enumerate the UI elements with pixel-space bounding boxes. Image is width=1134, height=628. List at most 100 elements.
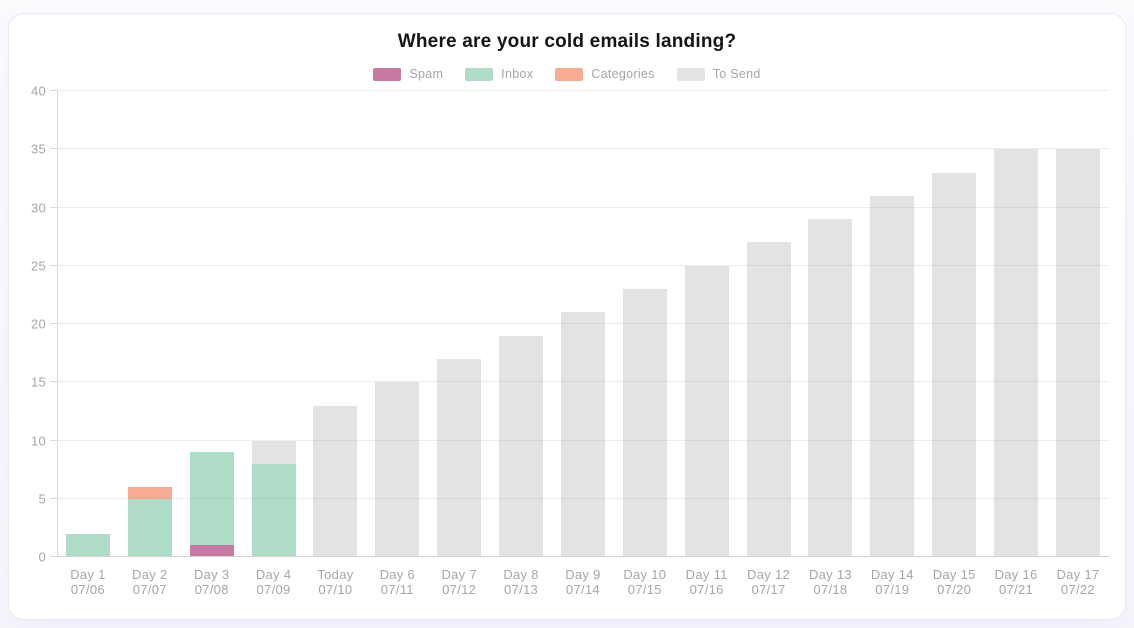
x-label-date: 07/13 xyxy=(504,582,539,597)
y-axis-tick xyxy=(50,206,57,208)
y-axis-tick xyxy=(50,497,57,499)
bar-column-day-3 xyxy=(181,91,243,557)
bar-segment-spam[interactable] xyxy=(189,545,234,557)
legend-label: Spam xyxy=(409,67,444,81)
bar-segment-to-send[interactable] xyxy=(499,335,544,557)
chart-card: Where are your cold emails landing? Spam… xyxy=(8,13,1126,620)
x-axis-label-day-8: Day 8 07/13 xyxy=(490,565,552,611)
bar-column-day-17 xyxy=(1047,91,1109,557)
x-label-date: 07/22 xyxy=(1060,582,1095,597)
bar-segment-to-send[interactable] xyxy=(746,242,791,557)
bar-column-day-14 xyxy=(861,91,923,557)
x-label-day: Day 10 xyxy=(623,567,667,582)
x-label-day: Day 14 xyxy=(870,567,914,582)
legend-item-categories[interactable]: Categories xyxy=(555,67,654,81)
legend-label: To Send xyxy=(712,67,761,81)
bar-segment-to-send[interactable] xyxy=(375,382,420,557)
y-axis-tick xyxy=(50,264,57,266)
x-axis-label-day-16: Day 16 07/21 xyxy=(985,565,1047,611)
x-axis-label-day-10: Day 10 07/15 xyxy=(614,565,676,611)
bar-segment-to-send[interactable] xyxy=(1055,149,1100,557)
x-label-date: 07/14 xyxy=(565,582,600,597)
bar-segment-categories[interactable] xyxy=(127,487,172,499)
legend-item-inbox[interactable]: Inbox xyxy=(465,67,533,81)
x-label-date: 07/08 xyxy=(194,582,229,597)
x-label-day: Day 15 xyxy=(932,567,976,582)
bar-segment-to-send[interactable] xyxy=(313,405,358,557)
y-axis-tick xyxy=(50,148,57,150)
bar-segment-to-send[interactable] xyxy=(437,358,482,557)
legend-label: Inbox xyxy=(501,67,534,81)
bar-segment-to-send[interactable] xyxy=(560,312,605,557)
bar-column-day-16 xyxy=(985,91,1047,557)
y-axis-tick xyxy=(50,381,57,383)
x-label-date: 07/16 xyxy=(689,582,724,597)
bar-column-day-6 xyxy=(366,91,428,557)
x-axis-labels: Day 1 07/06 Day 2 07/07 Day 3 07/08 Day 4 07/09… xyxy=(57,565,1109,611)
y-axis-tick xyxy=(50,323,57,324)
bar-segment-inbox[interactable] xyxy=(65,533,110,557)
x-axis-label-day-9: Day 9 07/14 xyxy=(552,565,614,611)
bar-column-day-13 xyxy=(800,91,862,557)
x-axis-label-day-15: Day 15 07/20 xyxy=(923,565,985,611)
x-axis-label-day-11: Day 11 07/16 xyxy=(676,565,738,611)
x-label-date: 07/21 xyxy=(999,582,1034,597)
bar-segment-to-send[interactable] xyxy=(251,440,296,464)
bar-segment-to-send[interactable] xyxy=(994,149,1039,557)
y-axis-label: 25 xyxy=(30,258,46,274)
x-label-day: Day 17 xyxy=(1056,567,1100,582)
x-label-date: 07/12 xyxy=(442,582,477,597)
legend-label: Categories xyxy=(591,67,655,81)
bar-column-day-15 xyxy=(923,91,985,557)
x-label-date: 07/11 xyxy=(380,582,414,597)
x-label-day: Day 13 xyxy=(808,567,852,582)
x-label-date: 07/15 xyxy=(627,582,662,597)
y-axis-label: 40 xyxy=(30,83,46,99)
bar-column-day-10 xyxy=(614,91,676,557)
x-axis-label-day-6: Day 6 07/11 xyxy=(366,565,428,611)
bars-layer xyxy=(57,91,1109,557)
legend-swatch-to-send xyxy=(676,67,705,81)
x-label-day: Day 4 xyxy=(255,567,292,582)
x-label-day: Day 16 xyxy=(994,567,1038,582)
bar-segment-to-send[interactable] xyxy=(684,265,729,557)
x-axis-label-day-1: Day 1 07/06 xyxy=(57,565,119,611)
x-label-date: 07/07 xyxy=(132,582,167,597)
legend-item-to-send[interactable]: To Send xyxy=(676,67,761,81)
bar-column-day-1 xyxy=(57,91,119,557)
bar-segment-to-send[interactable] xyxy=(622,289,667,557)
x-axis-label-day-4: Day 4 07/09 xyxy=(243,565,305,611)
y-axis-label: 0 xyxy=(38,549,46,565)
x-axis-label-day-3: Day 3 07/08 xyxy=(181,565,243,611)
x-label-day: Day 12 xyxy=(747,567,791,582)
x-label-day: Day 11 xyxy=(685,567,728,582)
chart-legend: Spam Inbox Categories To Send xyxy=(9,67,1125,81)
bar-segment-inbox[interactable] xyxy=(189,452,234,546)
bar-segment-to-send[interactable] xyxy=(870,195,915,557)
bar-segment-inbox[interactable] xyxy=(127,498,172,557)
legend-item-spam[interactable]: Spam xyxy=(373,67,443,81)
x-label-date: 07/09 xyxy=(256,582,291,597)
chart-title: Where are your cold emails landing? xyxy=(397,31,737,52)
bar-segment-inbox[interactable] xyxy=(251,463,296,557)
x-axis-label-day-12: Day 12 07/17 xyxy=(738,565,800,611)
y-axis-label: 15 xyxy=(30,374,46,390)
y-axis-tick xyxy=(50,556,57,557)
bar-column-day-2 xyxy=(119,91,181,557)
bar-segment-to-send[interactable] xyxy=(808,219,853,557)
x-label-date: 07/06 xyxy=(70,582,105,597)
x-axis-label-today: Today 07/10 xyxy=(305,565,367,611)
x-label-date: 07/10 xyxy=(318,582,353,597)
x-label-day: Day 7 xyxy=(441,567,477,582)
y-axis-tick xyxy=(50,90,57,91)
x-axis-label-day-2: Day 2 07/07 xyxy=(119,565,181,611)
x-label-day: Day 1 xyxy=(70,567,106,582)
plot-area: 0 5 10 15 20 25 30 35 40 xyxy=(31,84,1109,565)
bar-column-day-12 xyxy=(738,91,800,557)
x-axis-label-day-14: Day 14 07/19 xyxy=(861,565,923,611)
y-axis-label: 10 xyxy=(30,433,46,448)
x-axis-label-day-13: Day 13 07/18 xyxy=(800,565,862,611)
x-axis-label-day-7: Day 7 07/12 xyxy=(428,565,490,611)
bar-segment-to-send[interactable] xyxy=(932,172,977,557)
x-label-date: 07/19 xyxy=(875,582,910,597)
